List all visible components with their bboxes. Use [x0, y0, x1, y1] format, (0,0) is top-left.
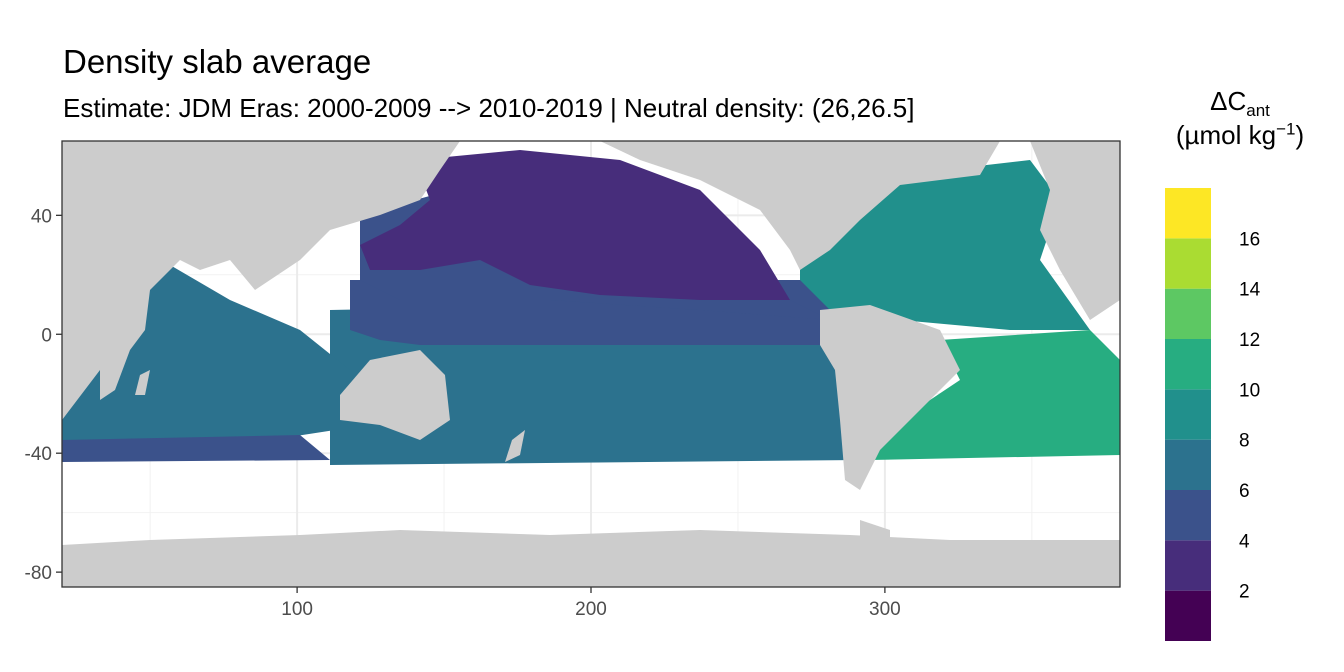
y-tick-label: 0: [41, 325, 52, 346]
land-australia: [340, 350, 450, 440]
legend-swatch: [1165, 389, 1211, 440]
land-antarctic-peninsula: [860, 520, 890, 545]
legend-swatch: [1165, 339, 1211, 390]
ocean-region-south-atlantic: [870, 330, 1120, 460]
land-layer: [62, 141, 1120, 587]
legend-label: 16: [1239, 229, 1260, 250]
ocean-region-indian-southern: [62, 435, 330, 462]
legend-label: 6: [1239, 481, 1250, 502]
land-madagascar: [135, 370, 150, 395]
y-axis: 40 0 -40 -80: [25, 206, 62, 584]
y-tick-label: 40: [31, 206, 52, 227]
land-east-africa: [100, 290, 150, 400]
land-europe: [1030, 141, 1120, 320]
legend-swatch: [1165, 188, 1211, 239]
legend-title: ΔCant (µmol kg−1): [1160, 84, 1320, 152]
legend-label: 10: [1239, 380, 1260, 401]
legend-label: 4: [1239, 531, 1250, 552]
legend-label: 12: [1239, 330, 1260, 351]
legend-title-unit: (µmol kg−1): [1175, 119, 1305, 150]
land-antarctica: [62, 530, 1120, 587]
legend-swatch: [1165, 238, 1211, 289]
y-tick-label: -40: [25, 444, 52, 465]
x-axis: 100 200 300: [281, 587, 901, 620]
chart-subtitle: Estimate: JDM Eras: 2000-2009 --> 2010-2…: [63, 93, 915, 123]
x-tick-label: 100: [281, 599, 313, 620]
legend-label: 14: [1239, 280, 1261, 301]
chart-title: Density slab average: [63, 43, 372, 80]
land-new-zealand: [505, 430, 525, 462]
land-south-america: [820, 305, 960, 490]
y-tick-label: -80: [25, 563, 52, 584]
land-north-america: [600, 141, 1000, 270]
legend-swatch: [1165, 590, 1211, 641]
legend-swatch: [1165, 288, 1211, 339]
legend-swatch: [1165, 490, 1211, 541]
legend-swatch: [1165, 540, 1211, 591]
legend-colorbar: 2 4 6 8 10 12 14 16: [1165, 188, 1261, 641]
legend-swatch: [1165, 439, 1211, 490]
x-tick-label: 200: [575, 599, 607, 620]
land-africa-eurasia: [62, 141, 460, 420]
legend-label: 8: [1239, 431, 1250, 452]
legend-label: 2: [1239, 582, 1250, 603]
ocean-region-north-pacific-subpolar: [360, 150, 790, 300]
legend-title-quantity: ΔCant: [1210, 86, 1270, 121]
x-tick-label: 300: [869, 599, 901, 620]
